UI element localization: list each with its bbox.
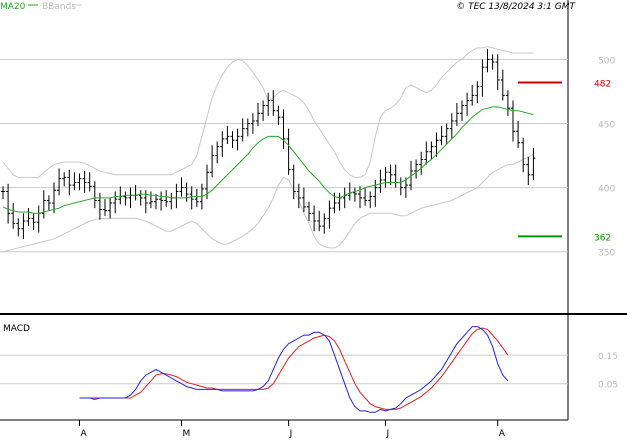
macd-gridlines — [0, 354, 568, 385]
bbands-legend-label: BBands — [42, 2, 76, 12]
price-levels: 482 362 — [518, 80, 611, 243]
x-axis-month-label: J — [386, 429, 390, 439]
price-y-tick-label: 400 — [598, 185, 615, 195]
x-axis-month-label: M — [183, 429, 191, 439]
resistance-label: 482 — [594, 80, 611, 90]
x-axis-month-label: A — [499, 429, 506, 439]
macd-y-tick-label: 0.15 — [598, 352, 618, 362]
price-y-tick-label: 350 — [598, 249, 615, 259]
macd-line — [79, 326, 509, 413]
macd-lines — [79, 326, 509, 413]
macd-y-tick-label: 0.05 — [598, 381, 618, 391]
bbands-lower-line — [2, 153, 534, 253]
ohlc-bars — [1, 49, 536, 239]
x-axis-month-label: A — [81, 429, 88, 439]
bollinger-bands — [2, 46, 534, 253]
copyright-text: © TEC 13/8/2024 3:1 GMT — [456, 2, 576, 12]
macd-y-ticks: 0.05 0.15 — [598, 352, 618, 391]
ma20-path — [2, 106, 534, 214]
macd-signal-line — [79, 327, 509, 410]
x-axis-month-label: J — [289, 429, 293, 439]
ma20-line — [2, 106, 534, 214]
price-y-ticks: 350 400 450 500 — [598, 56, 615, 258]
macd-panel-label: MACD — [3, 324, 30, 334]
support-label: 362 — [594, 233, 611, 243]
ma-legend-label: MA20 — [0, 2, 26, 12]
price-y-tick-label: 450 — [598, 121, 615, 131]
price-y-tick-label: 500 — [598, 56, 615, 66]
